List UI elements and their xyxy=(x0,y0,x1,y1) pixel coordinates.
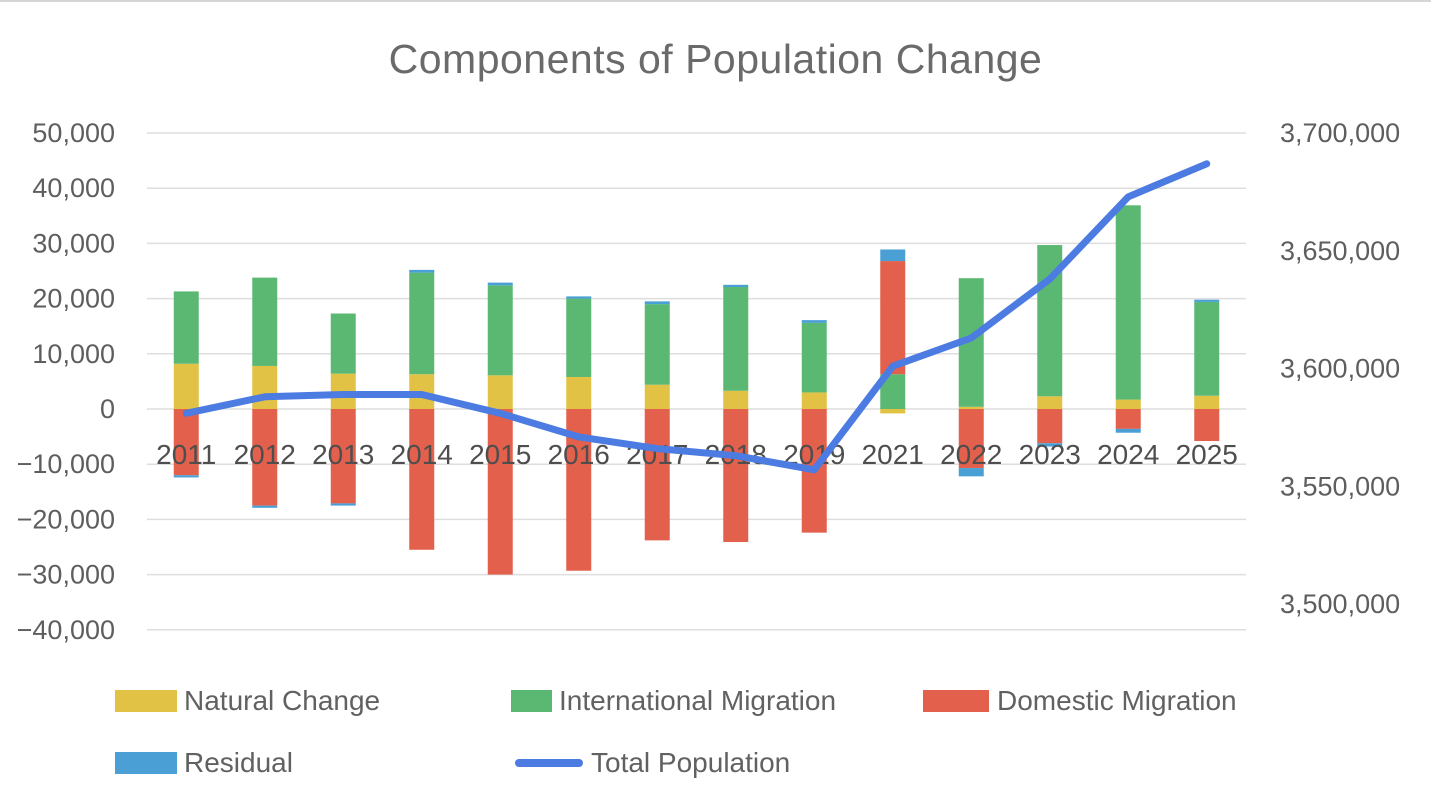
bar-segment xyxy=(173,409,199,476)
year-label: 2021 xyxy=(862,439,924,470)
bar-segment xyxy=(1194,395,1220,409)
left-axis-tick-label: −30,000 xyxy=(17,560,115,590)
bar-segment xyxy=(723,409,749,543)
left-axis-tick-label: 30,000 xyxy=(32,228,115,258)
bar-segment xyxy=(644,301,670,305)
bar-segment xyxy=(566,376,592,409)
bar-segment xyxy=(723,390,749,409)
legend-label-natural-change: Natural Change xyxy=(184,685,381,716)
year-label: 2014 xyxy=(391,439,453,470)
bar-segment xyxy=(723,284,749,288)
bar-segment xyxy=(409,409,435,550)
bar-segment xyxy=(1037,443,1063,447)
bar-segment xyxy=(487,375,513,409)
left-axis-tick-label: −10,000 xyxy=(17,449,115,479)
bar-segment xyxy=(252,409,278,506)
bar-segment xyxy=(1115,409,1141,429)
bar-segment xyxy=(1115,205,1141,400)
population-chart-canvas: 50,000 40,000 30,000 20,000 10,000 0 −10,000 −2… xyxy=(17,118,1400,645)
bar-segment xyxy=(1194,301,1220,396)
bar-segment xyxy=(330,409,356,504)
legend-label-total-population: Total Population xyxy=(591,747,791,778)
bar-segment xyxy=(409,272,435,375)
year-label: 2011 xyxy=(156,439,216,470)
year-label: 2025 xyxy=(1176,439,1238,470)
bar-segment xyxy=(173,363,199,409)
legend-label-residual: Residual xyxy=(184,747,293,778)
bar-segment xyxy=(644,409,670,541)
left-axis-tick-label: −20,000 xyxy=(17,504,115,534)
right-axis-tick-label: 3,600,000 xyxy=(1280,354,1400,384)
bar-segment xyxy=(566,296,592,299)
bar-segment xyxy=(487,409,513,575)
bar-segment xyxy=(880,249,906,262)
bar-segment xyxy=(644,384,670,409)
year-label: 2022 xyxy=(940,439,1002,470)
bar-segment xyxy=(173,291,199,364)
right-axis-tick-label: 3,700,000 xyxy=(1280,118,1400,148)
left-axis-tick-label: 20,000 xyxy=(32,284,115,314)
left-axis-tick-label: −40,000 xyxy=(17,615,115,645)
right-axis-tick-label: 3,550,000 xyxy=(1280,471,1400,501)
bar-segment xyxy=(1037,409,1063,444)
left-axis-tick-label: 40,000 xyxy=(32,173,115,203)
bar-segment xyxy=(252,505,278,508)
legend-swatch-international-migration xyxy=(511,690,552,712)
legend-label-international-migration: International Migration xyxy=(559,685,837,716)
legend-swatch-total-population-line xyxy=(515,759,583,767)
left-axis-tick-label: 10,000 xyxy=(32,339,115,369)
right-axis-tick-label: 3,650,000 xyxy=(1280,236,1400,266)
year-label: 2013 xyxy=(312,439,374,470)
bar-segment xyxy=(566,298,592,377)
year-label: 2024 xyxy=(1097,439,1159,470)
bar-segment xyxy=(880,409,906,414)
page-title: Components of Population Change xyxy=(388,36,1043,82)
bar-segment xyxy=(880,261,906,375)
right-axis-tick-label: 3,500,000 xyxy=(1280,589,1400,619)
bar-segment xyxy=(1115,428,1141,433)
bar-segment xyxy=(723,287,749,391)
year-label: 2016 xyxy=(548,439,610,470)
bar-segment xyxy=(409,269,435,273)
bar-segment xyxy=(801,392,827,409)
bar-segment xyxy=(1037,396,1063,409)
bar-segment xyxy=(252,365,278,409)
bar-segment xyxy=(958,406,984,409)
bar-segment xyxy=(1194,299,1220,302)
year-label: 2015 xyxy=(469,439,531,470)
left-axis-tick-label: 0 xyxy=(100,394,115,424)
bar-segment xyxy=(173,475,199,478)
legend-swatch-domestic-migration xyxy=(923,690,989,712)
bar-segment xyxy=(958,409,984,469)
bar-segment xyxy=(252,277,278,366)
bar-segment xyxy=(1194,409,1220,442)
bar-segment xyxy=(487,285,513,376)
bar-segment xyxy=(801,320,827,323)
year-label: 2012 xyxy=(234,439,296,470)
left-axis-tick-label: 50,000 xyxy=(32,118,115,148)
bar-segment xyxy=(487,282,513,286)
total-population-line xyxy=(182,160,1211,474)
bar-segment xyxy=(330,313,356,374)
bar-segment xyxy=(958,468,984,477)
legend-label-domestic-migration: Domestic Migration xyxy=(997,685,1237,716)
year-label: 2023 xyxy=(1019,439,1081,470)
bar-segment xyxy=(1115,399,1141,409)
legend-swatch-natural-change xyxy=(115,690,177,712)
bar-segment xyxy=(801,322,827,393)
legend-swatch-residual xyxy=(115,752,177,774)
bar-segment xyxy=(644,304,670,385)
bar-segment xyxy=(330,503,356,506)
